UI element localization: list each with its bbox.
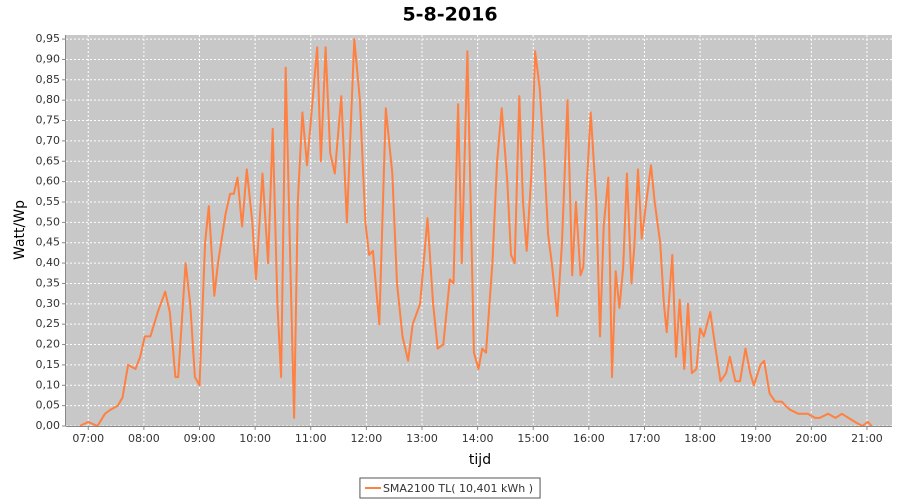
y-axis-label: Watt/Wp (12, 200, 28, 260)
x-tick-label: 18:00 (684, 432, 716, 445)
y-tick-label: 0,55 (36, 195, 61, 208)
y-tick-label: 0,20 (36, 338, 61, 351)
y-tick-label: 0,25 (36, 317, 61, 330)
y-tick-label: 0,40 (36, 256, 61, 269)
x-tick-label: 16:00 (573, 432, 605, 445)
x-tick-label: 20:00 (795, 432, 827, 445)
y-tick-label: 0,65 (36, 154, 61, 167)
x-tick-label: 19:00 (740, 432, 772, 445)
axes: 0,00 0,05 0,10 0,15 0,20 0,25 0,30 0,35 0,40 0,45… (36, 32, 892, 445)
x-tick-label: 12:00 (351, 432, 383, 445)
y-tick-label: 0,35 (36, 276, 61, 289)
y-tick-label: 0,00 (36, 419, 61, 432)
x-axis-label: tijd (469, 452, 491, 468)
x-tick-label: 21:00 (851, 432, 883, 445)
y-tick-label: 0,75 (36, 114, 61, 127)
x-tick-label: 09:00 (184, 432, 216, 445)
y-tick-label: 0,10 (36, 378, 61, 391)
y-tick-label: 0,45 (36, 236, 61, 249)
legend: SMA2100 TL( 10,401 kWh ) (359, 477, 541, 499)
x-tick-label: 10:00 (239, 432, 271, 445)
legend-label: SMA2100 TL( 10,401 kWh ) (383, 482, 533, 495)
x-tick-label: 13:00 (406, 432, 438, 445)
x-tick-label: 14:00 (462, 432, 494, 445)
data-line (79, 38, 873, 427)
y-tick-label: 0,95 (36, 32, 61, 45)
x-tick-label: 17:00 (629, 432, 661, 445)
x-tick-label: 15:00 (517, 432, 549, 445)
y-tick-label: 0,15 (36, 358, 61, 371)
y-tick-label: 0,30 (36, 297, 61, 310)
y-tick-label: 0,85 (36, 73, 61, 86)
y-tick-label: 0,60 (36, 175, 61, 188)
y-tick-label: 0,90 (36, 52, 61, 65)
x-tick-label: 08:00 (128, 432, 160, 445)
x-tick-label: 07:00 (72, 432, 104, 445)
chart-title: 5-8-2016 (402, 4, 497, 26)
y-tick-label: 0,70 (36, 134, 61, 147)
x-tick-label: 11:00 (295, 432, 327, 445)
y-tick-label: 0,80 (36, 93, 61, 106)
y-tick-label: 0,50 (36, 215, 61, 228)
series (79, 38, 873, 427)
legend-box (359, 477, 541, 499)
y-tick-label: 0,05 (36, 399, 61, 412)
